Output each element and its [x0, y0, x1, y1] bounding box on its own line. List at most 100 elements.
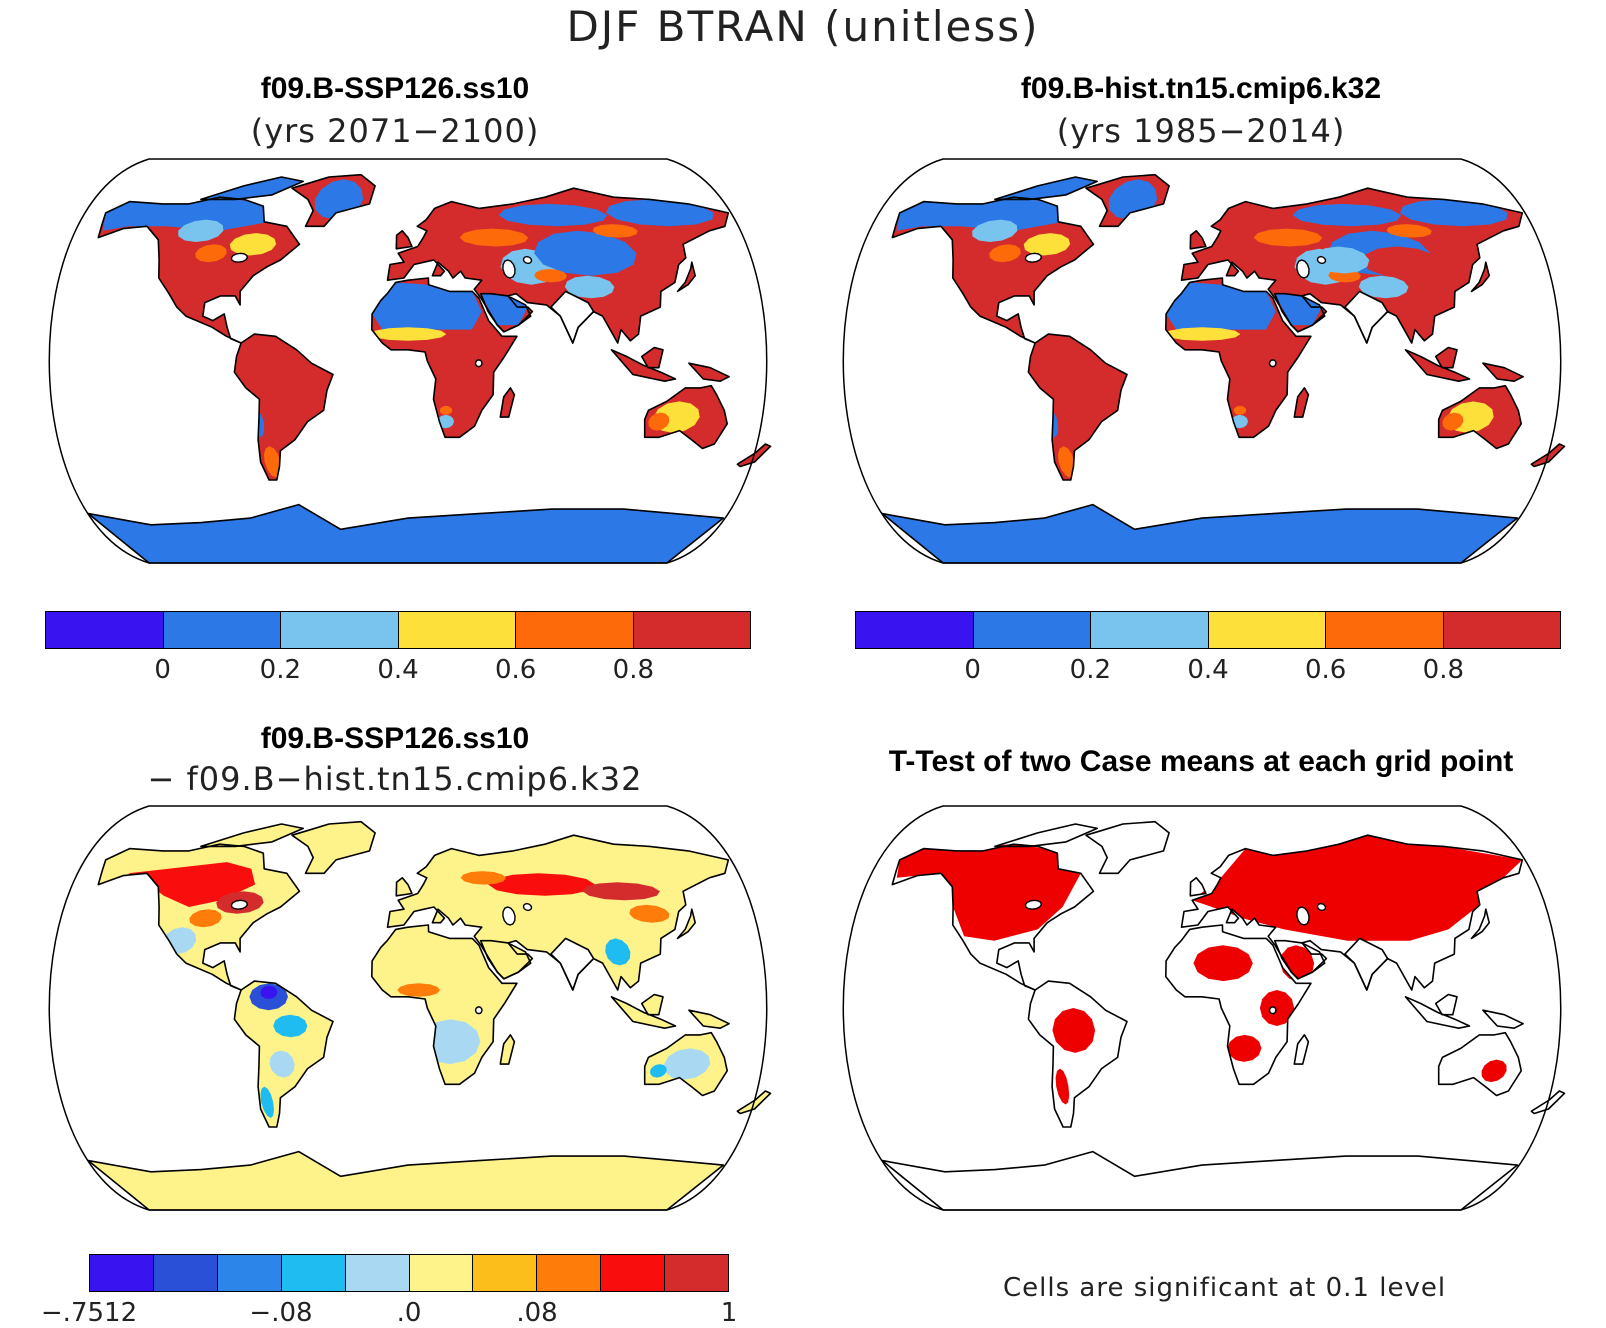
lake — [230, 899, 249, 910]
lake — [1296, 259, 1310, 279]
lake — [474, 359, 483, 368]
coastline-antarctica — [881, 503, 1519, 564]
field-region — [1192, 835, 1523, 941]
coastline-australia — [1437, 384, 1522, 450]
colorbar-swatch — [601, 1255, 666, 1291]
coastline-eurasia — [386, 834, 730, 991]
colorbar-tick-label: 0.6 — [494, 655, 537, 685]
field-region — [606, 199, 714, 227]
field-region — [200, 177, 304, 200]
colorbar-swatch — [1443, 612, 1560, 648]
panel2-subtitle: (yrs 1985−2014) — [1056, 112, 1346, 150]
panel1-subtitle: (yrs 2071−2100) — [250, 112, 540, 150]
colorbar-tick-label: 0.6 — [1304, 655, 1347, 685]
coastline-southamerica — [1027, 980, 1128, 1128]
field-region — [1253, 228, 1323, 247]
field-region — [459, 228, 529, 247]
lake — [230, 252, 249, 263]
coastline-japan — [1470, 261, 1490, 293]
field-region — [1233, 405, 1247, 415]
panel2-map — [842, 158, 1566, 564]
field-region — [1227, 1034, 1262, 1062]
coastline-madagascar — [1293, 387, 1310, 418]
map-border — [48, 805, 768, 1211]
colorbar-swatch — [398, 612, 516, 648]
panel2-colorbar — [855, 611, 1561, 649]
field-region — [195, 244, 227, 263]
field-region — [1231, 414, 1248, 429]
field-region — [534, 269, 567, 283]
field-region — [264, 446, 282, 478]
coastline-australia — [643, 384, 728, 450]
coastline-northamerica — [891, 196, 1095, 344]
colorbar-tick-label: 0.4 — [377, 655, 419, 685]
colorbar-tick-label: .0 — [396, 1298, 422, 1328]
field-region — [989, 244, 1021, 263]
coastline-arctic_islands — [200, 823, 304, 848]
antarctica-fill — [88, 504, 724, 563]
lake — [502, 259, 516, 279]
coastline-eurasia — [1180, 834, 1524, 991]
coastline-madagascar — [499, 387, 516, 418]
colorbar-swatch — [46, 612, 164, 648]
colorbar-swatch — [163, 612, 281, 648]
coastline-newguinea — [1482, 362, 1524, 382]
coastline-africa — [371, 277, 518, 439]
colorbar-swatch — [537, 1255, 602, 1291]
field-region — [648, 412, 670, 431]
panel4-map — [842, 805, 1566, 1211]
panel1-title: f09.B-SSP126.ss10 — [260, 72, 530, 105]
coastline-uk — [395, 230, 413, 250]
field-region — [1259, 990, 1295, 1026]
map-border — [842, 805, 1562, 1211]
colorbar-tick-label: 0.4 — [1187, 655, 1229, 685]
coastline-greenland — [291, 820, 376, 875]
coastline-indonesia — [610, 349, 677, 382]
coastline-arabia — [1273, 939, 1328, 980]
coastline-borneo — [640, 346, 664, 369]
field-region — [1058, 446, 1076, 478]
colorbar-swatch — [1091, 612, 1209, 648]
coastline-arctic_islands — [994, 176, 1098, 201]
lake — [522, 902, 533, 912]
field-region — [664, 1048, 711, 1080]
lake — [1268, 1006, 1277, 1015]
field-region — [178, 219, 224, 242]
lake — [1316, 902, 1327, 912]
figure-title: DJF BTRAN (unitless) — [566, 2, 1040, 51]
colorbar-tick-label: .08 — [516, 1298, 558, 1328]
coastline-india — [550, 937, 595, 991]
coastline-africa — [1165, 277, 1312, 439]
colorbar-swatch — [1208, 612, 1326, 648]
coastline-antarctica — [87, 503, 725, 564]
field-region — [896, 197, 1064, 231]
coastline-southamerica — [233, 333, 334, 481]
field-region — [592, 224, 638, 238]
colorbar-swatch — [281, 612, 399, 648]
coastline-japan — [676, 261, 696, 293]
coastline-madagascar — [499, 1034, 516, 1065]
colorbar-tick-label: −.08 — [249, 1298, 313, 1328]
field-region — [1400, 199, 1508, 227]
coastline-arabia — [479, 292, 534, 333]
map-border — [842, 158, 1562, 564]
map-border — [48, 158, 768, 564]
coastline-uk — [1189, 877, 1207, 897]
colorbar-tick-label: 0.8 — [612, 655, 655, 685]
field-region — [1313, 246, 1370, 274]
lake — [1024, 899, 1043, 910]
field-region — [439, 405, 453, 415]
field-region — [480, 293, 528, 326]
lake — [522, 255, 533, 265]
coastline-indonesia — [610, 996, 677, 1029]
coastline-newguinea — [1482, 1009, 1524, 1029]
colorbar-tick-label: 0.2 — [259, 655, 302, 685]
colorbar-tick-label: 1 — [720, 1298, 738, 1328]
field-region — [397, 983, 441, 997]
coastline-greenland — [1085, 173, 1170, 228]
field-region — [534, 230, 637, 276]
panel4-title: T-Test of two Case means at each grid po… — [888, 745, 1514, 778]
field-region — [260, 1086, 274, 1118]
colorbar-swatch — [473, 1255, 538, 1291]
field-region — [260, 985, 278, 999]
